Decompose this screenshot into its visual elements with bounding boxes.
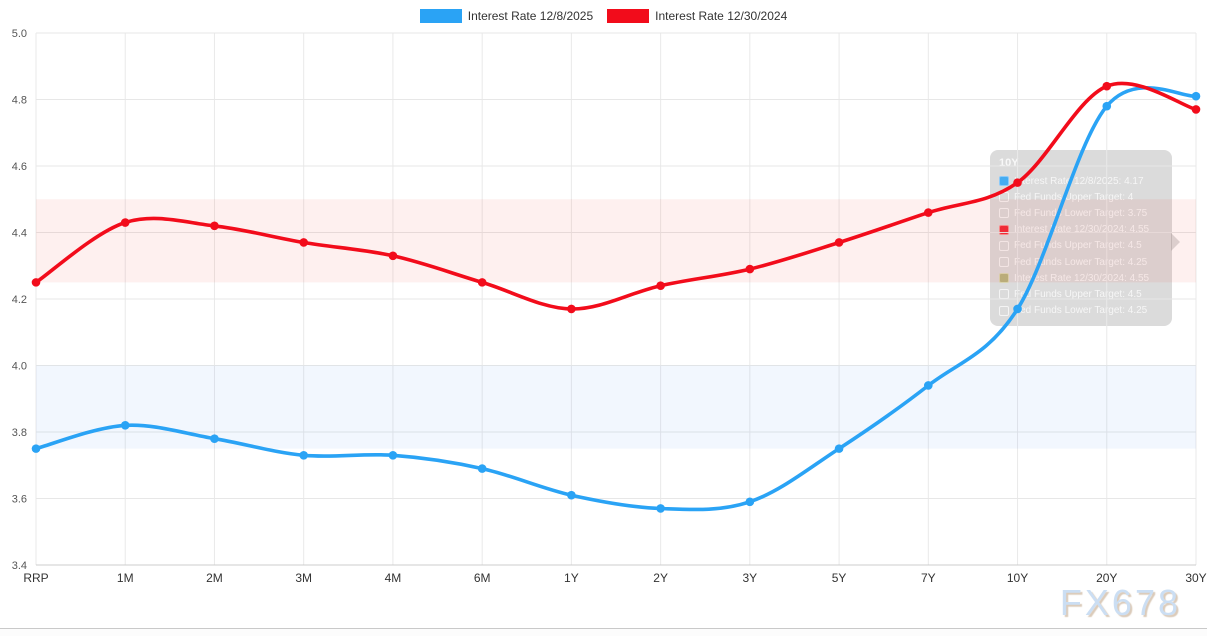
chart-legend: Interest Rate 12/8/2025 Interest Rate 12/… bbox=[0, 7, 1207, 25]
data-point-marker[interactable]: 20Y: 4.78 bbox=[1102, 101, 1112, 111]
tooltip-row-label: Interest Rate 12/30/2024: 4.55 bbox=[1014, 224, 1149, 235]
y-axis-label: 3.4 bbox=[12, 560, 27, 572]
tooltip-row-label: Fed Funds Lower Target: 4.25 bbox=[1014, 257, 1147, 268]
data-point-marker[interactable]: 20Y: 4.84 bbox=[1102, 81, 1112, 91]
legend-swatch-icon bbox=[607, 9, 650, 23]
data-point-marker[interactable]: 2M: 4.42 bbox=[210, 221, 219, 231]
tooltip-row: Fed Funds Lower Target: 3.75 bbox=[999, 205, 1163, 221]
data-point-marker[interactable]: 30Y: 4.81 bbox=[1191, 91, 1201, 101]
x-axis-label: 7Y bbox=[921, 571, 936, 585]
x-axis-label: 20Y bbox=[1096, 571, 1117, 585]
data-point-marker[interactable]: 10Y: 4.17 bbox=[1013, 304, 1022, 314]
tooltip-row: Fed Funds Lower Target: 4.25 bbox=[999, 303, 1163, 319]
x-axis-label: 1Y bbox=[564, 571, 579, 585]
legend-item[interactable]: Interest Rate 12/30/2024 bbox=[607, 9, 787, 23]
tooltip-row-label: Interest Rate 12/30/2024: 4.55 bbox=[1014, 273, 1149, 284]
data-point-marker[interactable]: 3M: 3.73 bbox=[299, 450, 308, 460]
tooltip-swatch-icon bbox=[999, 224, 1009, 235]
tooltip-row-label: Fed Funds Upper Target: 4.5 bbox=[1014, 240, 1142, 251]
tooltip-row: Fed Funds Upper Target: 4 bbox=[999, 189, 1163, 205]
tooltip-row-label: Fed Funds Lower Target: 4.25 bbox=[1014, 305, 1148, 317]
x-axis-label: RRP bbox=[23, 571, 48, 585]
fed-funds-target-band bbox=[36, 199, 1196, 283]
x-axis-label: 2M bbox=[206, 571, 223, 585]
data-point-marker[interactable]: 1Y: 3.61 bbox=[567, 490, 576, 500]
data-point-marker[interactable]: 6M: 4.25 bbox=[477, 278, 487, 287]
data-point-marker[interactable]: 3M: 4.37 bbox=[299, 238, 308, 247]
x-axis-label: 3M bbox=[295, 571, 312, 585]
data-point-marker[interactable]: 10Y: 4.55 bbox=[1013, 178, 1022, 187]
x-axis-label: 2Y bbox=[653, 571, 668, 585]
tooltip-row: Interest Rate 12/30/2024: 4.55 bbox=[999, 270, 1163, 286]
tooltip-swatch-icon bbox=[999, 273, 1009, 284]
data-point-marker[interactable]: 1M: 3.82 bbox=[120, 421, 130, 430]
chart-tooltip: 10Y Interest Rate 12/8/2025: 4.17 Fed Fun… bbox=[990, 150, 1180, 326]
data-point-marker[interactable]: 2M: 3.78 bbox=[210, 434, 219, 443]
tooltip-row: Fed Funds Lower Target: 4.25 bbox=[999, 254, 1163, 270]
data-point-marker[interactable]: 7Y: 4.46 bbox=[924, 208, 933, 217]
y-axis-label: 4.4 bbox=[12, 228, 27, 240]
data-point-marker[interactable]: 2Y: 4.24 bbox=[656, 281, 665, 291]
bottom-divider bbox=[0, 628, 1207, 636]
data-point-marker[interactable]: RRP: 3.75 bbox=[31, 444, 41, 453]
legend-label: Interest Rate 12/30/2024 bbox=[655, 9, 788, 23]
tooltip-row-label: Fed Funds Upper Target: 4 bbox=[1014, 191, 1134, 203]
data-point-marker[interactable]: 2Y: 3.57 bbox=[656, 504, 665, 513]
data-point-marker[interactable]: 5Y: 4.37 bbox=[834, 238, 844, 247]
legend-label: Interest Rate 12/8/2025 bbox=[467, 9, 594, 23]
data-point-marker[interactable]: RRP: 4.25 bbox=[31, 278, 41, 287]
x-axis-label: 30Y bbox=[1185, 571, 1206, 585]
legend-swatch-icon bbox=[419, 9, 462, 23]
x-axis-label: 10Y bbox=[1007, 571, 1028, 585]
y-axis-label: 4.2 bbox=[12, 294, 27, 306]
tooltip-row: Interest Rate 12/30/2024: 4.55 bbox=[999, 222, 1163, 238]
tooltip-rows: Interest Rate 12/8/2025: 4.17 Fed Funds U… bbox=[999, 173, 1163, 319]
data-point-marker[interactable]: 3Y: 4.29 bbox=[745, 264, 755, 274]
data-point-marker[interactable]: 7Y: 3.94 bbox=[924, 381, 933, 390]
tooltip-row-label: Fed Funds Upper Target: 4.5 bbox=[1014, 288, 1142, 300]
x-axis-label: 4M bbox=[385, 571, 402, 585]
x-axis-label: 6M bbox=[474, 571, 491, 585]
y-axis-label: 3.8 bbox=[12, 427, 27, 439]
data-point-marker[interactable]: 4M: 3.73 bbox=[388, 450, 398, 460]
tooltip-swatch-icon bbox=[999, 257, 1009, 268]
x-axis-label: 5Y bbox=[832, 571, 847, 585]
fed-funds-target-band bbox=[36, 365, 1196, 449]
tooltip-row-label: Interest Rate 12/8/2025: 4.17 bbox=[1014, 175, 1144, 187]
data-point-marker[interactable]: 30Y: 4.77 bbox=[1191, 105, 1201, 114]
data-point-marker[interactable]: 3Y: 3.59 bbox=[745, 497, 755, 507]
x-axis-label: 1M bbox=[117, 571, 134, 585]
data-point-marker[interactable]: 1M: 4.43 bbox=[120, 218, 130, 227]
tooltip-swatch-icon bbox=[999, 176, 1009, 187]
y-axis-label: 3.6 bbox=[12, 494, 27, 506]
y-axis-label: 4.0 bbox=[12, 361, 27, 373]
data-point-marker[interactable]: 6M: 3.69 bbox=[477, 464, 487, 473]
tooltip-row-label: Fed Funds Lower Target: 3.75 bbox=[1014, 208, 1147, 219]
data-point-marker[interactable]: 1Y: 4.17 bbox=[567, 304, 576, 314]
tooltip-row: Interest Rate 12/8/2025: 4.17 bbox=[999, 173, 1163, 189]
tooltip-swatch-icon bbox=[999, 208, 1009, 219]
watermark: FX678 bbox=[1059, 582, 1181, 623]
data-point-marker[interactable]: 5Y: 3.75 bbox=[834, 444, 844, 453]
legend-item[interactable]: Interest Rate 12/8/2025 bbox=[419, 9, 594, 23]
tooltip-row: Fed Funds Upper Target: 4.5 bbox=[999, 238, 1163, 254]
tooltip-swatch-icon bbox=[999, 240, 1009, 251]
data-point-marker[interactable]: 4M: 4.33 bbox=[388, 251, 398, 261]
y-axis-label: 5.0 bbox=[12, 28, 27, 40]
tooltip-swatch-icon bbox=[999, 305, 1009, 316]
tooltip-swatch-icon bbox=[999, 192, 1009, 203]
y-axis-label: 4.8 bbox=[12, 95, 27, 107]
y-axis-label: 4.6 bbox=[12, 161, 27, 173]
x-axis-label: 3Y bbox=[743, 571, 758, 585]
